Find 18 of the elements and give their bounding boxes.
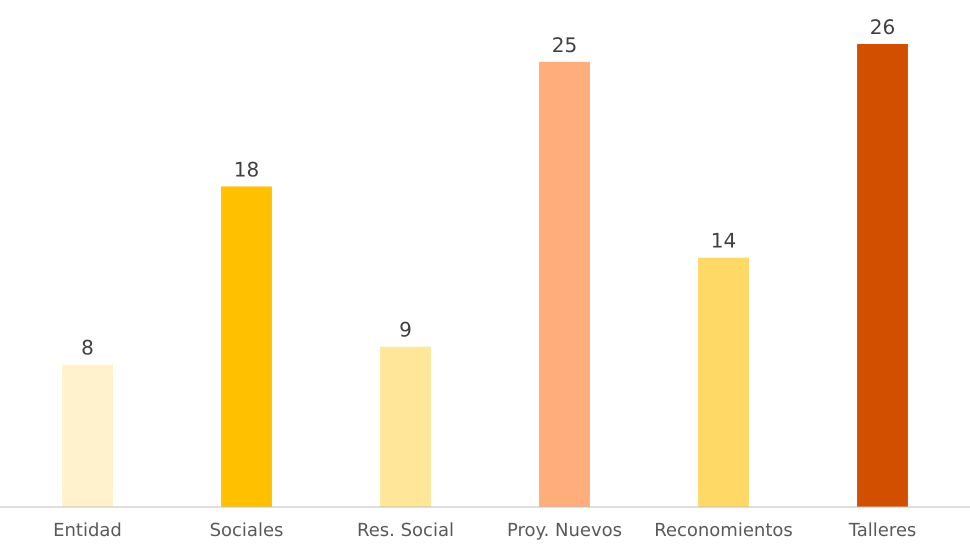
bar: [698, 258, 749, 507]
bar: [380, 346, 431, 507]
data-label: 26: [870, 15, 896, 39]
x-tick-label: Reconomientos: [654, 520, 793, 541]
data-label: 14: [710, 228, 736, 253]
data-label: 18: [234, 157, 260, 182]
x-tick-label: Res. Social: [357, 520, 454, 541]
x-tick-label: Sociales: [210, 520, 284, 541]
x-tick-label: Talleres: [848, 520, 916, 541]
data-label: 8: [81, 336, 94, 360]
x-tick-label: Entidad: [53, 520, 122, 541]
data-label: 25: [552, 32, 578, 57]
data-label: 9: [399, 318, 412, 342]
bar: [539, 62, 590, 507]
bar: [62, 364, 113, 507]
bar: [857, 44, 908, 507]
bar: [221, 186, 272, 507]
x-tick-label: Proy. Nuevos: [506, 520, 622, 541]
